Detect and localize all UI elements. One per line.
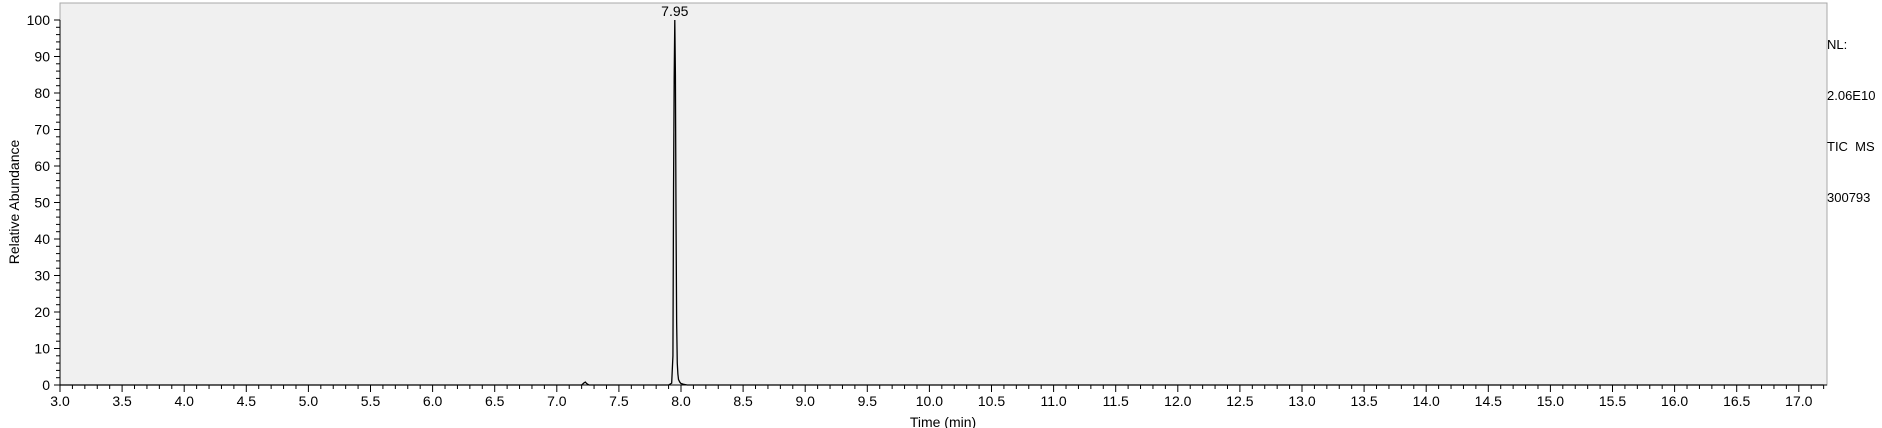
y-tick-label: 100 [27,12,51,28]
peak-annotations: 7.95 [661,3,688,19]
x-tick-label: 7.0 [547,393,567,409]
x-tick-label: 15.5 [1599,393,1626,409]
y-axis-title: Relative Abundance [6,140,22,265]
x-tick-label: 16.0 [1661,393,1688,409]
x-tick-label: 17.0 [1785,393,1812,409]
x-tick-label: 14.0 [1413,393,1440,409]
x-tick-label: 15.0 [1537,393,1564,409]
y-tick-label: 50 [34,195,50,211]
x-tick-label: 10.5 [978,393,1005,409]
x-tick-label: 3.5 [112,393,132,409]
x-tick-label: 5.0 [299,393,319,409]
x-axis-title: Time (min) [910,414,976,428]
sample-id: 300793 [1827,190,1871,205]
x-tick-label: 8.5 [733,393,753,409]
trace-info-panel: NL: 2.06E10 TIC MS 300793 [1827,2,1875,223]
y-tick-label: 10 [34,341,50,357]
x-tick-label: 4.0 [174,393,194,409]
x-tick-label: 3.0 [50,393,70,409]
y-axis: 0 10 20 30 40 50 60 70 80 90 100 [27,12,60,393]
x-tick-label: 8.0 [671,393,691,409]
y-tick-label: 20 [34,304,50,320]
x-tick-label: 11.5 [1103,393,1129,409]
plot-area [59,2,1828,386]
x-tick-label: 13.0 [1288,393,1315,409]
x-tick-label: 9.0 [795,393,815,409]
x-tick-label: 12.0 [1164,393,1191,409]
peak-label: 7.95 [661,3,688,19]
nl-value: 2.06E10 [1827,88,1876,103]
nl-label: NL: [1827,37,1848,52]
x-tick-label: 12.5 [1226,393,1253,409]
x-tick-label: 14.5 [1475,393,1502,409]
x-tick-label: 11.0 [1040,393,1066,409]
x-tick-label: 5.5 [361,393,381,409]
x-tick-label: 7.5 [609,393,629,409]
x-axis: 3.0 3.5 4.0 4.5 5.0 5.5 6.0 6.5 7.0 7.5 8.0 8.5 9.0 9… [50,385,1825,409]
y-tick-label: 80 [34,85,50,101]
x-tick-label: 6.0 [423,393,443,409]
series-tic-trace [60,19,1824,386]
y-tick-label: 40 [34,231,50,247]
y-tick-label: 60 [34,158,50,174]
x-tick-label: 10.0 [916,393,943,409]
x-tick-label: 16.5 [1723,393,1750,409]
y-tick-label: 70 [34,122,50,138]
x-tick-label: 9.5 [858,393,878,409]
x-tick-label: 13.5 [1350,393,1377,409]
y-tick-label: 0 [42,377,50,393]
x-tick-label: 6.5 [485,393,505,409]
x-tick-label: 4.5 [237,393,257,409]
trace-type: TIC MS [1827,139,1875,154]
y-tick-label: 90 [34,49,50,65]
y-tick-label: 30 [34,268,50,284]
